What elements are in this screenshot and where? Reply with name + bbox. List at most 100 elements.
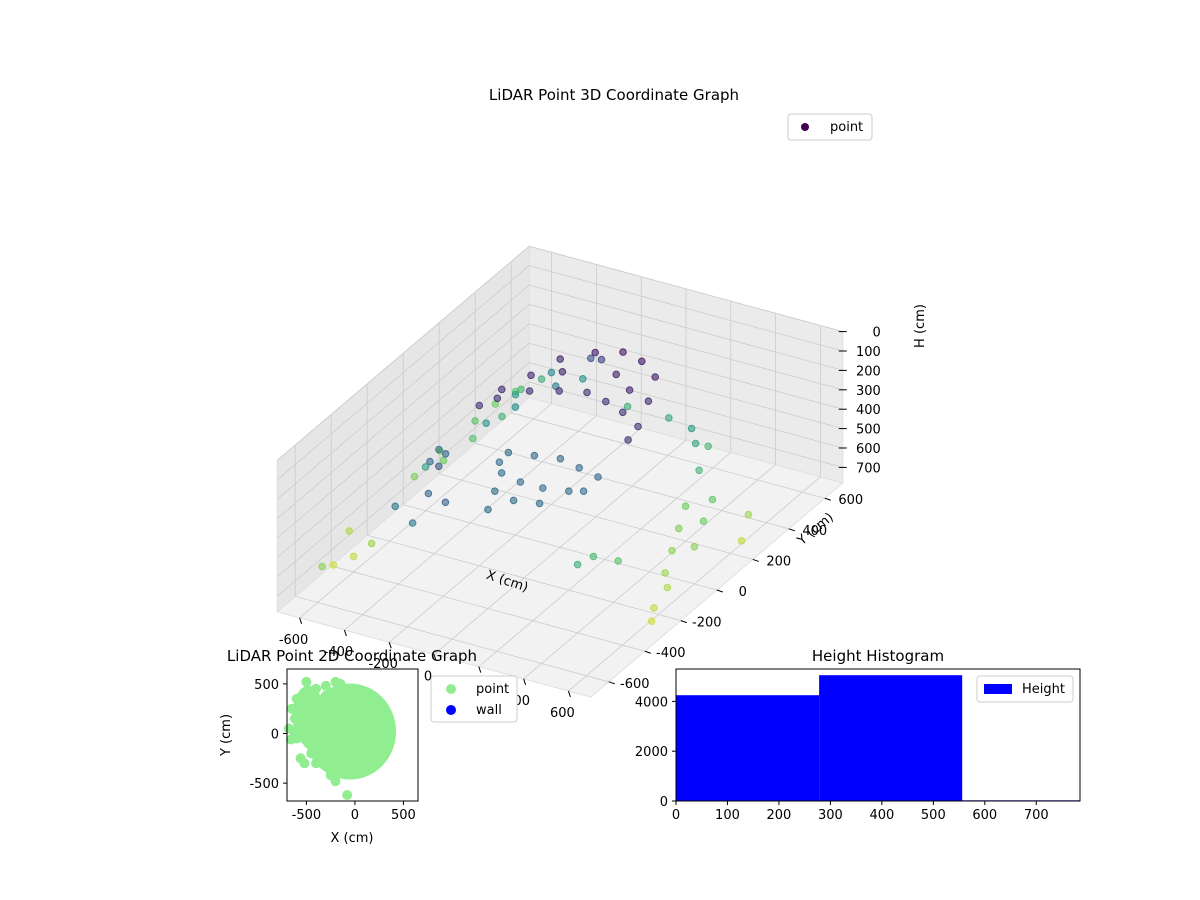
scatter-point — [537, 375, 546, 383]
x-tick-label: 500 — [921, 808, 946, 823]
scatter-point — [299, 758, 310, 769]
grid-line-y — [331, 565, 645, 652]
grid-line-z — [276, 362, 530, 578]
scatter-point — [340, 761, 351, 772]
histogram-legend: Height — [976, 675, 1074, 703]
scatter-point — [340, 683, 351, 694]
scatter-point — [619, 348, 627, 356]
scatter-point — [497, 469, 506, 477]
scatter-point — [379, 710, 389, 721]
grid-line-z — [529, 381, 843, 468]
scatter-point — [675, 524, 683, 533]
y-tick-label: 600 — [838, 493, 863, 508]
scatter-point — [301, 676, 312, 687]
scatter-point — [410, 472, 419, 481]
x-tick-label: -600 — [279, 633, 309, 648]
z-tick-label: 200 — [856, 364, 881, 379]
y-tick-label: 0 — [271, 728, 279, 743]
scatter-point — [342, 790, 353, 800]
3d-legend-marker — [801, 123, 809, 131]
scatter-point — [349, 703, 360, 714]
scatter-point — [330, 758, 341, 769]
scatter-point — [565, 487, 573, 496]
scatter-point — [623, 402, 632, 411]
grid-line-z — [276, 265, 530, 481]
y-tick-label: 400 — [802, 524, 827, 539]
scatter-point — [498, 412, 506, 421]
2d-chart-title: LiDAR Point 2D Coordinate Graph — [227, 647, 477, 665]
scatter-point — [495, 458, 504, 467]
grid-line-z — [529, 265, 843, 352]
scatter-point — [579, 487, 588, 496]
scatter-point — [708, 495, 717, 504]
scatter-point — [612, 370, 621, 379]
scatter-point — [367, 539, 376, 548]
scatter-point — [426, 457, 434, 466]
scatter-point — [349, 690, 360, 701]
y-tick-mark — [752, 558, 759, 562]
2d-points-group — [283, 676, 397, 800]
grid-line-y — [475, 443, 789, 530]
scatter-point — [349, 753, 360, 764]
2d-legend-point-marker — [446, 684, 456, 694]
scatter-point — [340, 693, 351, 704]
2d-legend: point wall — [430, 675, 518, 723]
scatter-point — [602, 397, 610, 406]
scatter-point — [329, 561, 338, 569]
scatter-point — [301, 713, 312, 724]
z-tick-label: 600 — [856, 442, 881, 457]
scatter-point — [439, 456, 448, 465]
grid-line-z — [276, 323, 530, 539]
scatter-point — [547, 368, 556, 377]
scatter-point — [597, 355, 606, 364]
histogram-bar — [819, 675, 963, 801]
scatter-point — [309, 728, 320, 739]
scatter-point — [737, 537, 746, 545]
y-tick-mark — [608, 681, 615, 685]
scatter-point — [424, 489, 433, 498]
3d-gridlines — [276, 245, 843, 692]
scatter-point — [330, 723, 341, 734]
scatter-point — [638, 357, 646, 366]
x-tick-label: 0 — [424, 669, 432, 684]
3d-points-group — [318, 348, 753, 626]
scatter-point — [619, 408, 627, 417]
scatter-point — [583, 388, 591, 397]
scatter-point — [744, 510, 753, 519]
histogram-frame — [675, 668, 1081, 802]
x-tick-label: 400 — [869, 808, 894, 823]
scatter-point — [291, 693, 302, 704]
scatter-point — [509, 496, 518, 505]
x-tick-label: -200 — [368, 657, 398, 672]
scatter-point — [340, 738, 351, 749]
2d-x-axis-label: X (cm) — [331, 831, 374, 846]
scatter-point — [539, 484, 547, 492]
histogram-title: Height Histogram — [812, 647, 944, 665]
x-tick-mark — [388, 642, 392, 649]
x-tick-label: 100 — [715, 808, 740, 823]
grid-line-z — [276, 245, 530, 461]
scatter-point — [624, 436, 632, 444]
x-tick-label: 600 — [550, 706, 575, 721]
x-tick-label: 600 — [972, 808, 997, 823]
z-tick-label: 400 — [856, 403, 881, 418]
2d-axis-ticks: -500 0 500 -500 0 500 — [249, 678, 415, 823]
2d-legend-point-label: point — [476, 682, 509, 697]
grid-line-z — [529, 304, 843, 391]
scatter-point — [558, 368, 567, 376]
scatter-point — [299, 703, 310, 714]
scatter-point — [469, 434, 477, 443]
grid-line-y — [295, 596, 609, 683]
2d-y-axis-label: Y (cm) — [219, 714, 234, 757]
3d-chart-title: LiDAR Point 3D Coordinate Graph — [489, 86, 739, 104]
histogram-legend-swatch — [984, 684, 1012, 694]
scatter-point — [359, 718, 370, 729]
y-tick-label: -400 — [656, 646, 686, 661]
2d-scatter-plot: LiDAR Point 2D Coordinate Graph -500 0 500… — [219, 647, 518, 846]
scatter-point — [311, 683, 322, 694]
scatter-point — [527, 371, 535, 380]
scatter-point — [634, 422, 642, 431]
y-tick-mark — [788, 528, 795, 532]
scatter-point — [364, 738, 375, 749]
